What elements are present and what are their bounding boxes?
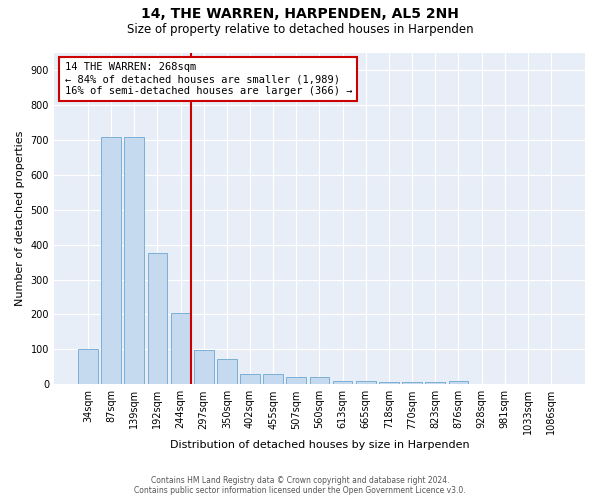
Bar [263,374,283,384]
Bar [449,381,468,384]
Text: Contains HM Land Registry data © Crown copyright and database right 2024.
Contai: Contains HM Land Registry data © Crown c… [134,476,466,495]
Bar [356,381,376,384]
Bar [101,138,121,384]
X-axis label: Distribution of detached houses by size in Harpenden: Distribution of detached houses by size … [170,440,469,450]
Bar [240,374,260,384]
Y-axis label: Number of detached properties: Number of detached properties [15,130,25,306]
Bar [217,359,236,384]
Bar [425,382,445,384]
Text: Size of property relative to detached houses in Harpenden: Size of property relative to detached ho… [127,22,473,36]
Bar [402,382,422,384]
Bar [379,382,399,384]
Text: 14 THE WARREN: 268sqm
← 84% of detached houses are smaller (1,989)
16% of semi-d: 14 THE WARREN: 268sqm ← 84% of detached … [65,62,352,96]
Bar [333,381,352,384]
Text: 14, THE WARREN, HARPENDEN, AL5 2NH: 14, THE WARREN, HARPENDEN, AL5 2NH [141,8,459,22]
Bar [170,312,190,384]
Bar [194,350,214,384]
Bar [148,254,167,384]
Bar [78,350,98,384]
Bar [286,376,306,384]
Bar [310,378,329,384]
Bar [124,138,144,384]
